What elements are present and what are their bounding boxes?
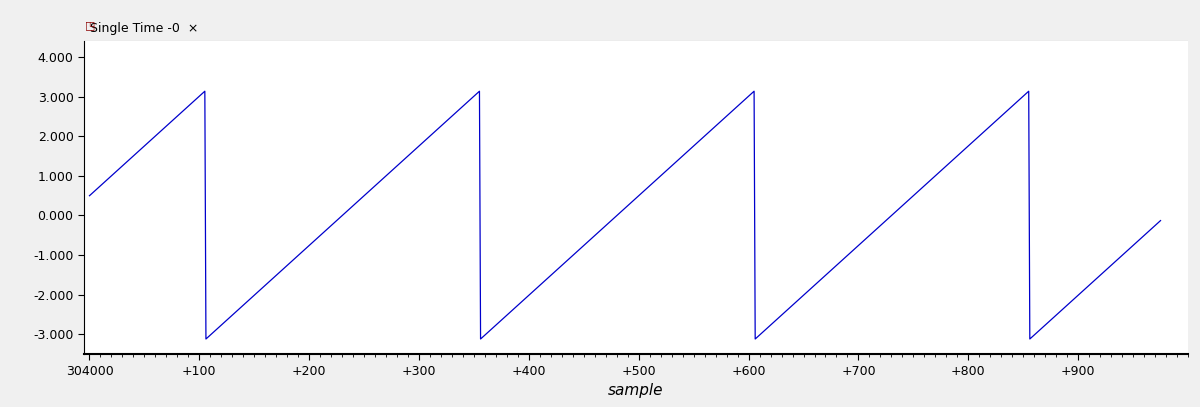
Text: ◳: ◳ xyxy=(85,20,96,30)
X-axis label: sample: sample xyxy=(608,383,664,398)
Text: Single Time -0  ×: Single Time -0 × xyxy=(90,22,198,35)
